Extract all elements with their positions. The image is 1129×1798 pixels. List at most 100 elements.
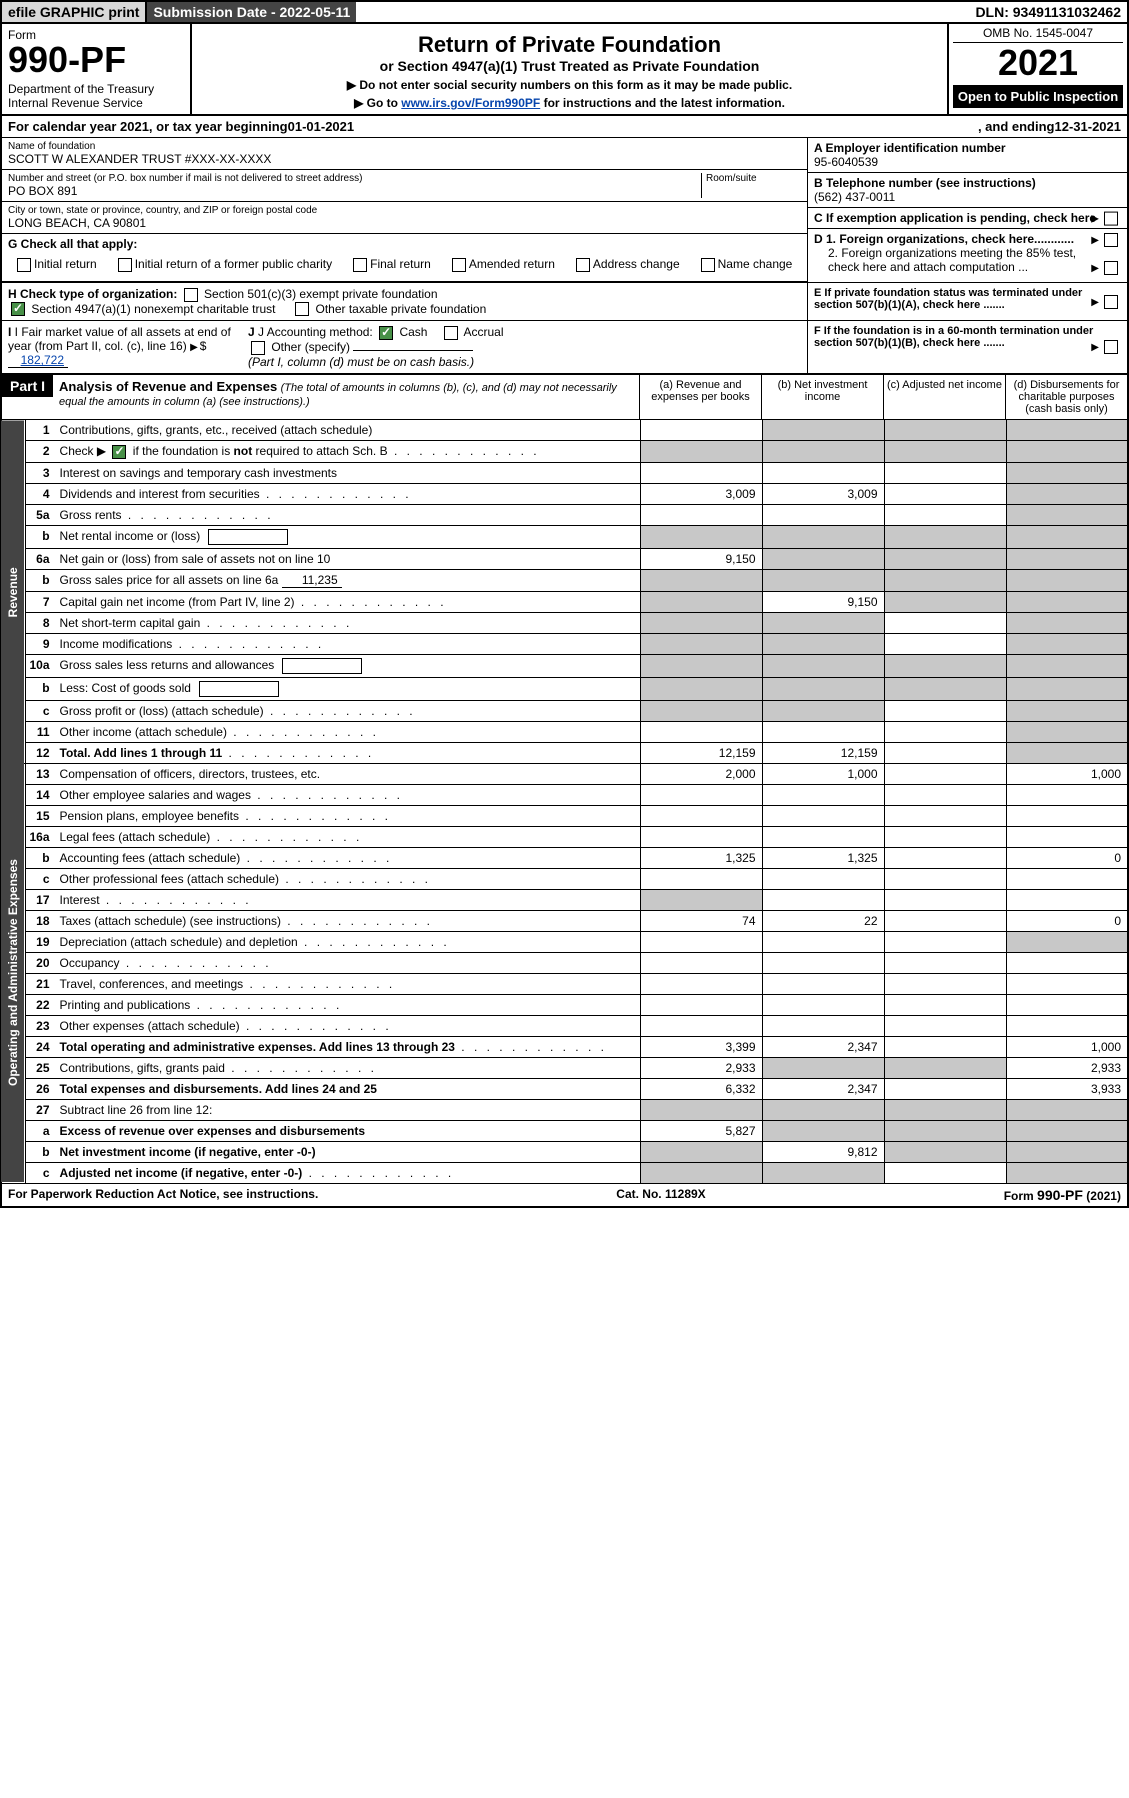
checkbox-icon[interactable] [701, 258, 715, 272]
j-accrual: Accrual [463, 325, 503, 339]
e-cell: E If private foundation status was termi… [807, 283, 1127, 321]
checkbox-icon[interactable] [1104, 340, 1118, 354]
g-address[interactable]: Address change [573, 257, 680, 272]
checkbox-icon[interactable] [295, 302, 309, 316]
table-row: bNet rental income or (loss) [1, 525, 1128, 548]
table-row: 12Total. Add lines 1 through 1112,15912,… [1, 742, 1128, 763]
checkbox-checked-icon[interactable] [112, 445, 126, 459]
line-number: 12 [25, 742, 56, 763]
g-name-change[interactable]: Name change [698, 257, 793, 272]
col-a-value [640, 1162, 762, 1183]
line-desc: Accounting fees (attach schedule) [56, 847, 640, 868]
checkbox-checked-icon[interactable] [11, 302, 25, 316]
line-desc: Interest [56, 889, 640, 910]
checkbox-icon[interactable] [576, 258, 590, 272]
checkbox-icon[interactable] [1104, 261, 1118, 275]
col-a-value [640, 677, 762, 700]
col-b-value [762, 420, 884, 441]
col-b-value [762, 633, 884, 654]
col-d-value [1006, 1120, 1128, 1141]
form-number: 990-PF [8, 42, 184, 78]
checkbox-icon[interactable] [184, 288, 198, 302]
line-number: b [25, 1141, 56, 1162]
j-other-input[interactable] [353, 350, 473, 351]
col-c-value [884, 633, 1006, 654]
line-number: 10a [25, 654, 56, 677]
col-d-value [1006, 784, 1128, 805]
col-b-value: 9,812 [762, 1141, 884, 1162]
col-c-head: (c) Adjusted net income [883, 375, 1005, 419]
checkbox-icon[interactable] [452, 258, 466, 272]
table-row: cGross profit or (loss) (attach schedule… [1, 700, 1128, 721]
col-c-value [884, 1120, 1006, 1141]
col-b-value: 2,347 [762, 1036, 884, 1057]
col-a-value [640, 1015, 762, 1036]
inline-input[interactable] [208, 529, 288, 545]
checkbox-icon[interactable] [1104, 295, 1118, 309]
col-a-value [640, 591, 762, 612]
d2-label: 2. Foreign organizations meeting the 85%… [828, 246, 1076, 274]
line-number: 21 [25, 973, 56, 994]
line-number: 7 [25, 591, 56, 612]
checkbox-icon[interactable] [17, 258, 31, 272]
table-row: 3Interest on savings and temporary cash … [1, 462, 1128, 483]
col-c-value [884, 1057, 1006, 1078]
col-a-value [640, 889, 762, 910]
col-b-value [762, 1120, 884, 1141]
col-d-value [1006, 1162, 1128, 1183]
col-c-value [884, 569, 1006, 591]
col-d-value [1006, 868, 1128, 889]
col-d-value [1006, 591, 1128, 612]
checkbox-icon[interactable] [1104, 233, 1118, 247]
col-b-value: 1,000 [762, 763, 884, 784]
checkbox-icon[interactable] [251, 341, 265, 355]
omb-number: OMB No. 1545-0047 [953, 26, 1123, 43]
g-initial-former-label: Initial return of a former public charit… [135, 257, 332, 271]
line-desc: Other professional fees (attach schedule… [56, 868, 640, 889]
info-left: Name of foundation SCOTT W ALEXANDER TRU… [2, 138, 807, 282]
col-a-value [640, 1141, 762, 1162]
col-c-value [884, 420, 1006, 441]
col-a-value [640, 462, 762, 483]
col-d-value [1006, 441, 1128, 463]
col-d-value [1006, 1015, 1128, 1036]
line-desc: Subtract line 26 from line 12: [56, 1099, 640, 1120]
col-b-value [762, 973, 884, 994]
table-row: 18Taxes (attach schedule) (see instructi… [1, 910, 1128, 931]
table-row: 7Capital gain net income (from Part IV, … [1, 591, 1128, 612]
address: PO BOX 891 [8, 184, 701, 198]
g-amended[interactable]: Amended return [449, 257, 555, 272]
line-desc: Net investment income (if negative, ente… [56, 1141, 640, 1162]
table-row: 6aNet gain or (loss) from sale of assets… [1, 548, 1128, 569]
line-number: 13 [25, 763, 56, 784]
inline-input[interactable] [282, 658, 362, 674]
col-b-value [762, 721, 884, 742]
efile-print-button[interactable]: efile GRAPHIC print [2, 2, 147, 22]
checkbox-icon[interactable] [1104, 211, 1118, 225]
col-a-value [640, 721, 762, 742]
col-d-value [1006, 548, 1128, 569]
checkbox-checked-icon[interactable] [379, 326, 393, 340]
irs-link[interactable]: www.irs.gov/Form990PF [401, 96, 540, 110]
inline-input[interactable] [199, 681, 279, 697]
checkbox-icon[interactable] [444, 326, 458, 340]
col-d-value [1006, 952, 1128, 973]
e-label: E If private foundation status was termi… [814, 287, 1082, 311]
g-final[interactable]: Final return [350, 257, 431, 272]
checkbox-icon[interactable] [353, 258, 367, 272]
g-initial-former[interactable]: Initial return of a former public charit… [115, 257, 332, 272]
col-c-value [884, 973, 1006, 994]
g-initial[interactable]: Initial return [14, 257, 97, 272]
i-value-link[interactable]: 182,722 [8, 353, 68, 368]
g-initial-label: Initial return [34, 257, 97, 271]
table-row: 25Contributions, gifts, grants paid2,933… [1, 1057, 1128, 1078]
form-header: Form 990-PF Department of the Treasury I… [0, 24, 1129, 116]
col-a-value: 6,332 [640, 1078, 762, 1099]
checkbox-icon[interactable] [118, 258, 132, 272]
goto-pre: ▶ Go to [354, 96, 401, 110]
col-c-value [884, 952, 1006, 973]
col-c-value [884, 654, 1006, 677]
line-number: 22 [25, 994, 56, 1015]
line-desc: Gross rents [56, 504, 640, 525]
col-b-value [762, 525, 884, 548]
